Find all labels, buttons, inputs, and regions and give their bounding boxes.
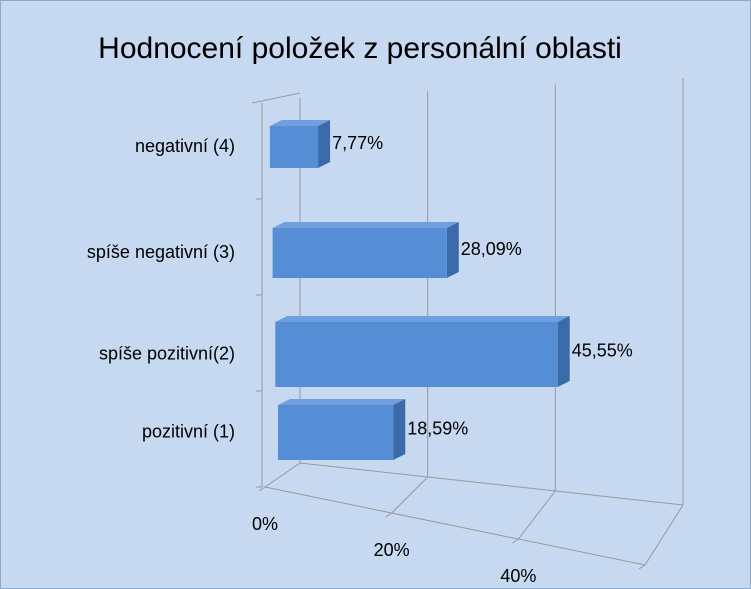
bar-front [278,405,394,460]
bar-front [269,126,319,168]
data-label: 45,55% [572,340,633,360]
x-tick [385,512,392,518]
data-label: 7,77% [332,133,383,153]
x-tick [512,538,519,544]
x-tick-label: 0% [252,514,278,534]
bar [278,399,406,460]
data-label: 18,59% [407,418,468,438]
bar-front [275,322,558,387]
bar-end [318,120,331,168]
bar-end [446,222,459,278]
bar [272,222,459,278]
data-label: 28,09% [461,239,522,259]
grid-line [644,78,684,566]
bar-front [272,228,447,278]
x-tick-label: 20% [374,540,410,560]
grid-line [264,98,301,488]
x-tick [258,486,266,492]
bar-top [269,120,331,126]
grid-line [517,84,556,540]
bar-top [275,316,570,322]
chart-title: Hodnocení položek z personální oblasti [98,32,622,65]
y-tick-label: pozitivní (1) [142,421,235,441]
bar-top [272,222,459,228]
x-tick [638,564,646,570]
bar-end [557,316,570,387]
floor-edge [264,486,646,566]
floor-edge [299,462,684,506]
y-tick-label: spíše negativní (3) [87,242,235,262]
bar [269,120,331,168]
bar-top [278,399,406,405]
x-tick-label: 40% [500,566,536,586]
bar-end [393,399,406,460]
grid-line [391,91,429,514]
bar [275,316,570,387]
y-tick-label: spíše pozitivní(2) [99,343,235,363]
wall-edge [251,92,301,104]
y-tick-label: negativní (4) [135,136,235,156]
